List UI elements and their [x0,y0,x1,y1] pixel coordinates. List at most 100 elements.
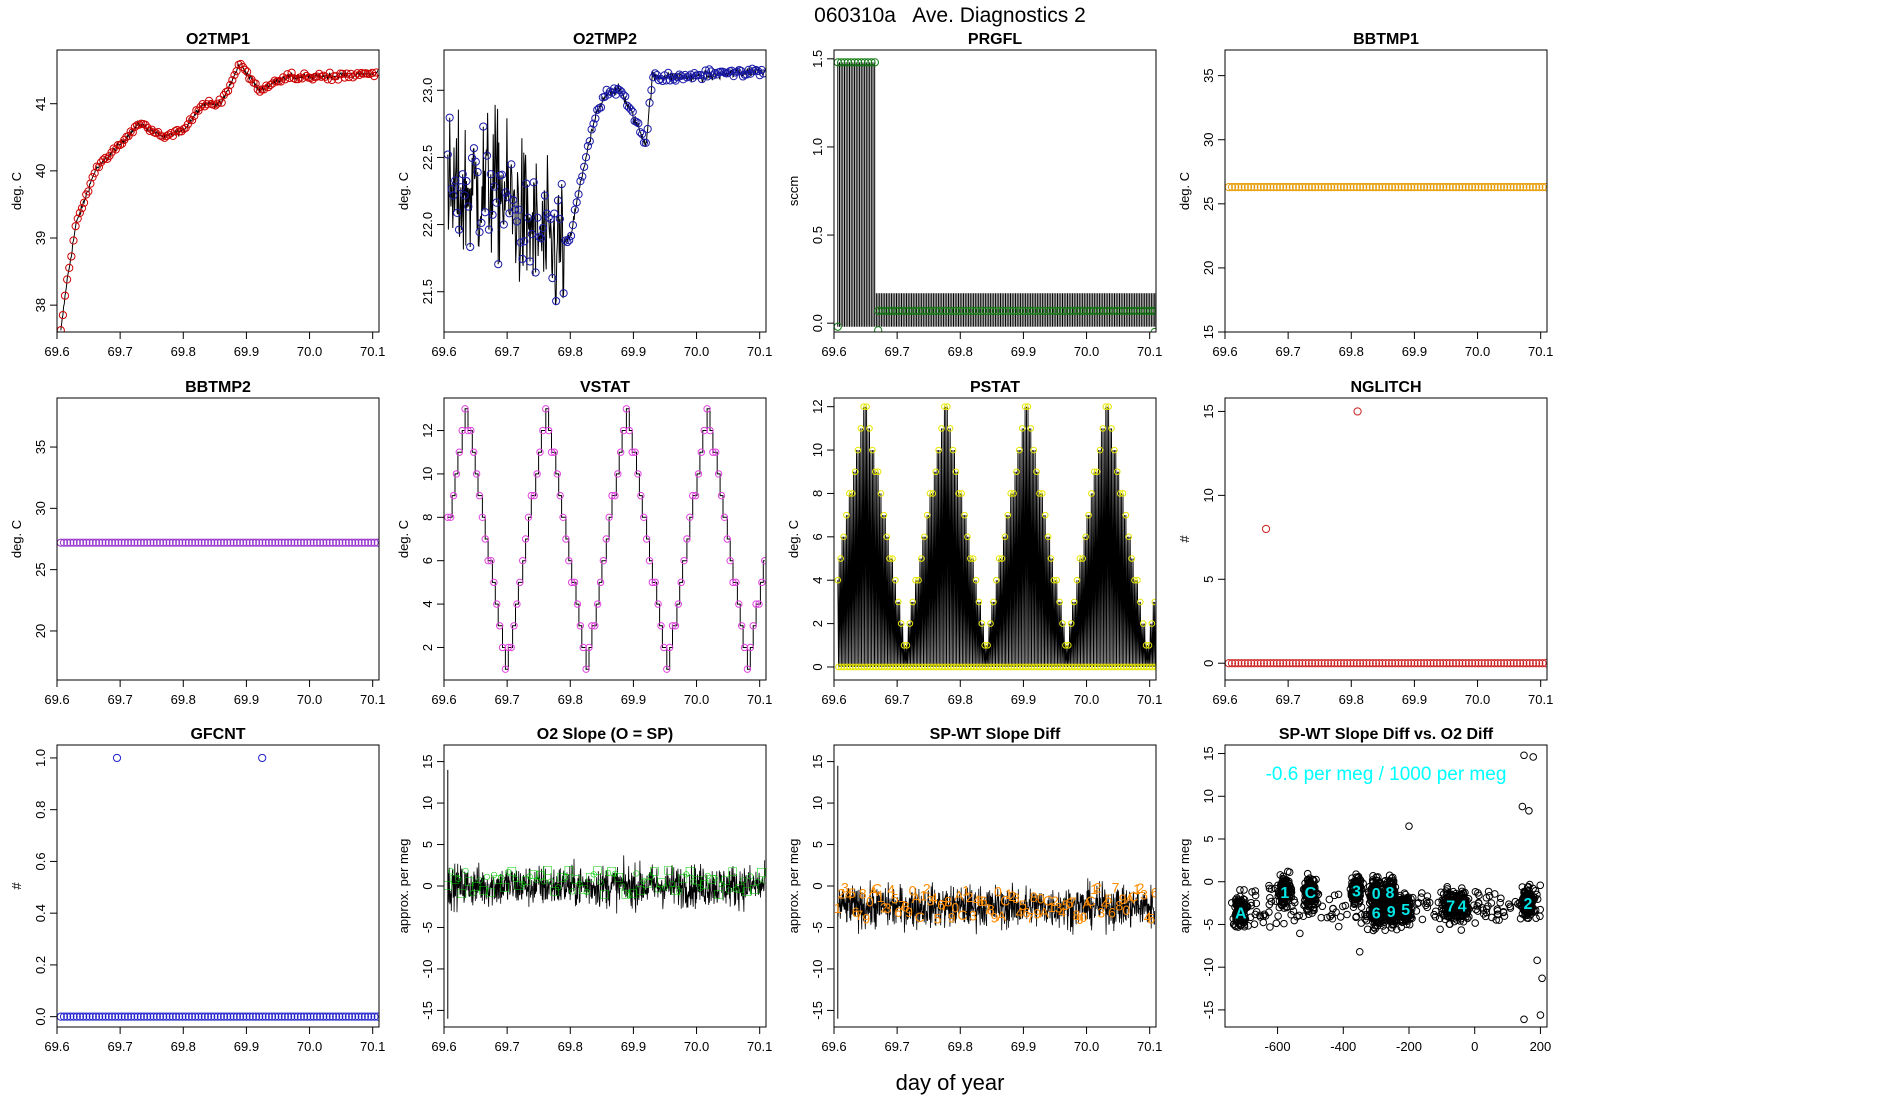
data-point [585,643,593,652]
x-tick-label: 69.6 [44,692,69,707]
data-point [258,538,267,547]
data-point [1496,898,1504,907]
data-point [1279,659,1288,668]
data-point [539,426,547,435]
panel-3: PRGFL sccm 69.6 69.7 69.8 69.9 70.0 70.1 0.0 0.5 1… [786,31,1162,359]
data-point [1371,921,1380,930]
point-marker: □ [515,877,524,893]
point-marker: 7 [1026,910,1034,926]
data-point [1448,183,1457,192]
data-point [1384,902,1392,911]
x-tick-label: -400 [1330,1039,1356,1054]
data-point [370,1012,379,1021]
data-point [71,222,80,231]
data-point [1538,183,1547,192]
data-point [720,513,729,522]
data-point [563,237,572,247]
data-point [512,217,522,226]
data-point [98,538,107,547]
point-marker: □ [586,868,595,884]
data-point [351,1012,360,1021]
point-marker: ○ [732,881,740,897]
data-point [585,137,594,146]
data-point [243,67,252,76]
data-point [641,138,650,147]
data-point [281,75,290,84]
data-point [1237,659,1246,668]
data-point [266,80,275,90]
point-marker: 5 [1147,910,1155,926]
data-point [293,75,303,84]
data-point [1307,659,1317,668]
point-marker: 6 [937,896,945,912]
y-axis-label: deg. C [396,520,411,558]
data-point [187,538,197,547]
data-point [645,556,654,565]
data-point [1304,890,1313,899]
data-point [197,538,206,547]
data-point [544,426,553,435]
data-point [1533,890,1541,899]
data-point [1286,888,1295,897]
point-marker: ○ [739,872,747,888]
data-point [1423,903,1432,912]
data-point [112,753,122,763]
y-tick-label: 25 [33,562,48,576]
x-tick-label: 70.1 [1137,344,1162,359]
point-marker: 4 [1016,904,1024,920]
data-point [1419,659,1429,668]
data-point [290,1012,299,1021]
data-point [1410,183,1419,192]
y-tick-label: 25 [1201,197,1216,211]
data-point [85,1012,94,1021]
point-marker: ○ [568,883,576,899]
data-point [1506,183,1515,192]
data-point [1436,925,1444,934]
cluster-label: 4 [1458,899,1467,916]
data-point [843,511,850,519]
data-point [111,145,120,154]
data-point [1108,425,1115,432]
data-point [1357,910,1366,919]
series-line [447,66,766,306]
data-point [729,578,737,587]
y-tick-label: 0 [810,882,825,889]
data-point [319,538,328,547]
x-tick-label: 69.6 [821,344,846,359]
y-tick-label: 23.0 [420,78,435,103]
panel-title: BBTMP2 [185,379,251,396]
data-point [251,79,260,88]
data-point [1279,878,1287,887]
data-point [113,140,123,150]
point-marker: □ [743,883,752,899]
point-marker: 5 [934,910,942,926]
point-marker: □ [700,876,709,892]
data-point [518,254,527,264]
data-point [473,168,482,177]
data-point [1252,899,1261,908]
y-tick-label: 12 [810,399,825,413]
data-point [344,538,354,547]
y-axis-label: deg. C [1177,172,1192,210]
data-point [1457,914,1465,923]
data-point [296,1012,306,1021]
data-point [451,176,460,185]
plot-area: 1234567890AC1234567890AC1234567890AC1234… [834,765,1156,1019]
data-point [632,117,641,127]
data-point [596,578,605,587]
data-point [657,622,665,630]
data-point [755,600,763,608]
point-marker: □ [479,881,488,897]
data-point [854,446,862,454]
data-point [995,555,1003,562]
data-point [1041,511,1049,519]
data-point [1285,659,1294,668]
data-point [546,214,555,224]
data-point [373,1012,379,1021]
point-marker: 0 [951,899,959,915]
data-point [1412,907,1421,915]
data-point [1261,524,1271,534]
y-tick-label: 35 [33,440,48,454]
data-point [1227,659,1237,668]
point-marker: 2 [1137,880,1145,896]
